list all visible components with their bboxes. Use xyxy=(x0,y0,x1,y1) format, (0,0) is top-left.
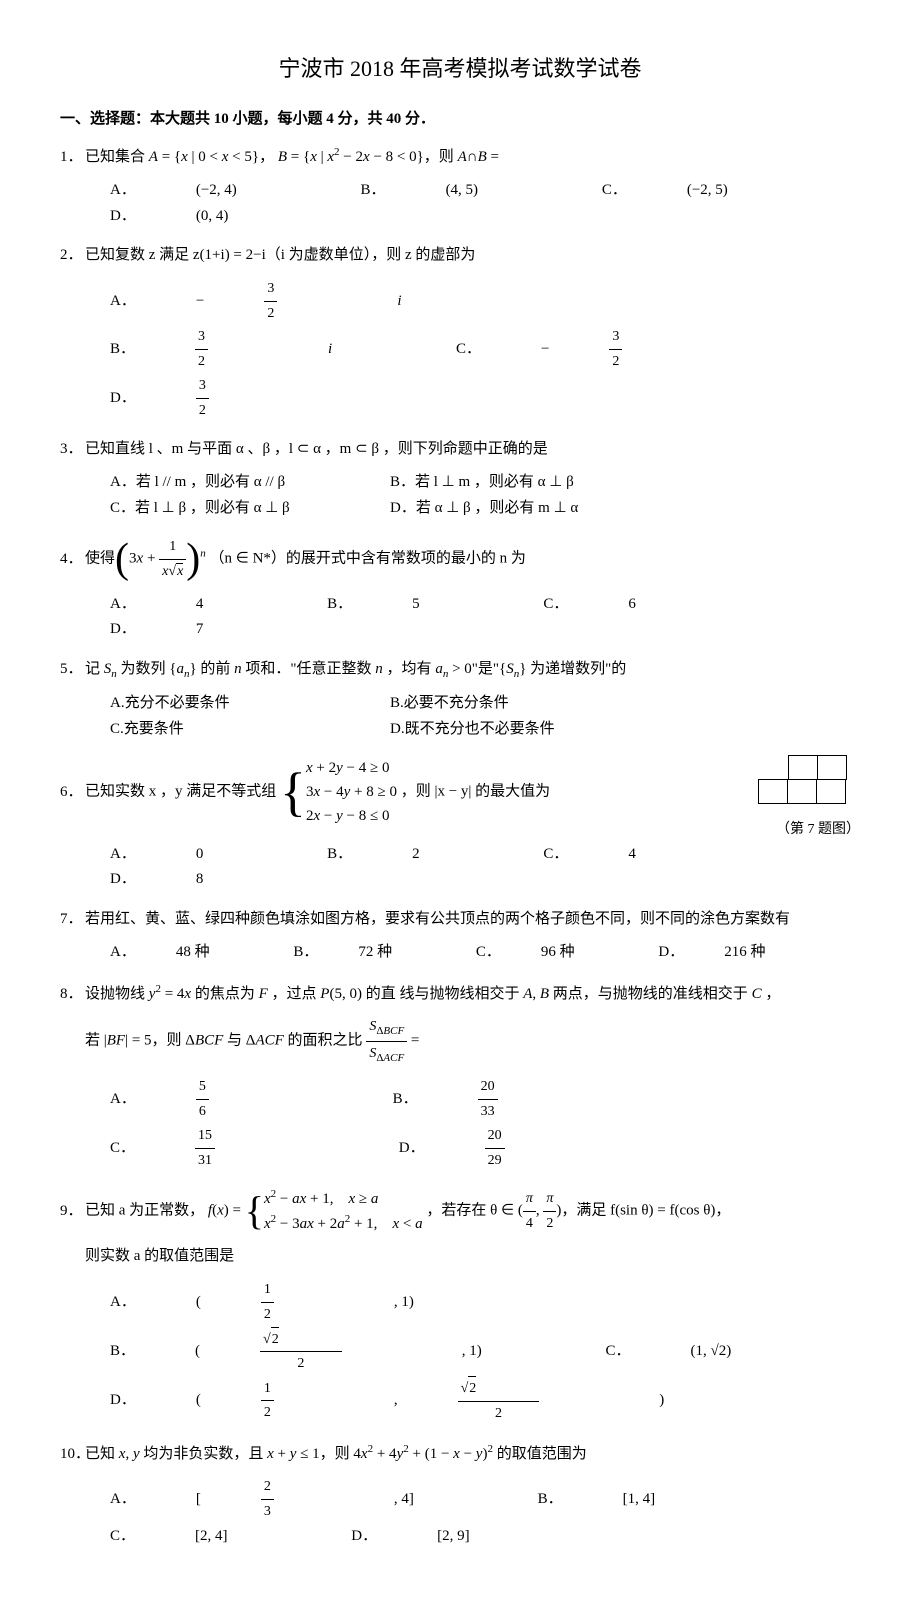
q10-opt-a: A．[23, 4] xyxy=(110,1475,474,1524)
question-2: 2．已知复数 z 满足 z(1+i) = 2−i（i 为虚数单位），则 z 的虚… xyxy=(60,243,860,422)
question-9: 9．已知 a 为正常数， f(x) = { x2 − ax + 1, x ≥ a… xyxy=(60,1186,860,1425)
q6-sys3: 2x − y − 8 ≤ 0 xyxy=(306,804,397,828)
question-6: 6．已知实数 x ，y 满足不等式组 { x + 2y − 4 ≥ 0 3x −… xyxy=(60,756,860,892)
q7-caption: （第 7 题图） xyxy=(776,818,860,842)
q6-opt-d: D．8 xyxy=(110,867,263,893)
q10-stem: 10．已知 x, y 均为非负实数，且 x + y ≤ 1，则 4x2 + 4y… xyxy=(60,1440,860,1468)
q8-stem2: 若 |BF| = 5，则 ΔBCF 与 ΔACF 的面积之比 SΔBCFSΔAC… xyxy=(60,1015,860,1067)
q1-num: 1． xyxy=(60,145,85,171)
q10-opt-d: D．[2, 9] xyxy=(351,1524,529,1550)
q9-opt-b: B．(√22, 1) xyxy=(110,1327,542,1377)
q9-stem2: 则实数 a 的取值范围是 xyxy=(60,1244,860,1270)
q10-options: A．[23, 4] B．[1, 4] C．[2, 4] D．[2, 9] xyxy=(60,1475,860,1549)
q8-opt-c: C．1531 xyxy=(110,1124,335,1173)
q4-opt-d: D．7 xyxy=(110,617,263,643)
q8-opt-a: A．56 xyxy=(110,1075,329,1124)
q6-opt-c: C．4 xyxy=(543,842,696,868)
q10-opt-c: C．[2, 4] xyxy=(110,1524,288,1550)
question-10: 10．已知 x, y 均为非负实数，且 x + y ≤ 1，则 4x2 + 4y… xyxy=(60,1440,860,1550)
question-3: 3．已知直线 l 、m 与平面 α 、β ，l ⊂ α ，m ⊂ β ，则下列命… xyxy=(60,437,860,522)
q7-stem: 7．若用红、黄、蓝、绿四种颜色填涂如图方格，要求有公共顶点的两个格子颜色不同，则… xyxy=(60,907,860,933)
question-5: 5．记 Sn 为数列 {an} 的前 n 项和．"任意正整数 n ，均有 an … xyxy=(60,657,860,743)
q5-opt-c: C.充要条件 xyxy=(110,717,390,743)
q1-opt-c: C．(−2, 5) xyxy=(602,178,788,204)
q5-opt-d: D.既不充分也不必要条件 xyxy=(390,717,670,743)
q4-opt-a: A．4 xyxy=(110,592,263,618)
q6-sys1: x + 2y − 4 ≥ 0 xyxy=(306,756,397,780)
q2-num: 2． xyxy=(60,243,85,269)
q3-opt-a: A．若 l // m ，则必有 α // β xyxy=(110,470,390,496)
q7-figure: （第 7 题图） xyxy=(776,756,860,841)
q3-opt-d: D．若 α ⊥ β ，则必有 m ⊥ α xyxy=(390,496,670,522)
q2-stem: 2．已知复数 z 满足 z(1+i) = 2−i（i 为虚数单位），则 z 的虚… xyxy=(60,243,860,269)
q5-opt-a: A.充分不必要条件 xyxy=(110,691,390,717)
q9-num: 9． xyxy=(60,1199,85,1225)
q4-options: A．4 B．5 C．6 D．7 xyxy=(60,592,860,643)
q3-num: 3． xyxy=(60,437,85,463)
q8-num: 8． xyxy=(60,982,85,1008)
q2-opt-d: D．32 xyxy=(110,374,329,423)
question-4: 4．使得(3x + 1x√x)n （n ∈ N*）的展开式中含有常数项的最小的 … xyxy=(60,535,860,643)
q1-opt-b: B．(4, 5) xyxy=(361,178,539,204)
q3-options: A．若 l // m ，则必有 α // β B．若 l ⊥ m ，则必有 α … xyxy=(60,470,860,521)
q5-stem: 5．记 Sn 为数列 {an} 的前 n 项和．"任意正整数 n ，均有 an … xyxy=(60,657,860,684)
q2-opt-a: A．−32i xyxy=(110,277,461,326)
q7-num: 7． xyxy=(60,907,85,933)
q1-options: A．(−2, 4) B．(4, 5) C．(−2, 5) D．(0, 4) xyxy=(60,178,860,229)
question-7: 7．若用红、黄、蓝、绿四种颜色填涂如图方格，要求有公共顶点的两个格子颜色不同，则… xyxy=(60,907,860,966)
q5-opt-b: B.必要不充分条件 xyxy=(390,691,670,717)
q2-opt-b: B．32i xyxy=(110,325,392,374)
q9-options: A．(12, 1) B．(√22, 1) C．(1, √2) D．(12, √2… xyxy=(60,1278,860,1426)
q4-opt-c: C．6 xyxy=(543,592,696,618)
q6-opt-b: B．2 xyxy=(327,842,480,868)
q6-num: 6． xyxy=(60,780,85,806)
question-8: 8．设抛物线 y2 = 4x 的焦点为 F ，过点 P(5, 0) 的直 线与抛… xyxy=(60,980,860,1173)
q6-opt-a: A．0 xyxy=(110,842,263,868)
q4-opt-b: B．5 xyxy=(327,592,480,618)
q3-opt-c: C．若 l ⊥ β ，则必有 α ⊥ β xyxy=(110,496,390,522)
q8-options: A．56 B．2033 C．1531 D．2029 xyxy=(60,1075,860,1172)
q9-opt-c: C．(1, √2) xyxy=(605,1339,791,1365)
q9-sys1: x2 − ax + 1, x ≥ a xyxy=(264,1186,423,1211)
q6-options: A．0 B．2 C．4 D．8 xyxy=(60,842,860,893)
q3-opt-b: B．若 l ⊥ m ，则必有 α ⊥ β xyxy=(390,470,670,496)
q9-stem: 9．已知 a 为正常数， f(x) = { x2 − ax + 1, x ≥ a… xyxy=(60,1186,860,1236)
q7-opt-b: B．72 种 xyxy=(293,940,432,966)
section-1-header: 一、选择题：本大题共 10 小题，每小题 4 分，共 40 分． xyxy=(60,107,860,133)
q2-options: A．−32i B．32i C．−32 D．32 xyxy=(60,277,860,423)
exam-title: 宁波市 2018 年高考模拟考试数学试卷 xyxy=(60,50,860,87)
q2-opt-c: C．−32 xyxy=(456,325,742,374)
q3-stem: 3．已知直线 l 、m 与平面 α 、β ，l ⊂ α ，m ⊂ β ，则下列命… xyxy=(60,437,860,463)
q8-opt-d: D．2029 xyxy=(399,1124,625,1173)
q9-opt-a: A．(12, 1) xyxy=(110,1278,474,1327)
q10-opt-b: B．[1, 4] xyxy=(538,1487,716,1513)
q8-opt-b: B．2033 xyxy=(393,1075,618,1124)
q6-stem: 6．已知实数 x ，y 满足不等式组 { x + 2y − 4 ≥ 0 3x −… xyxy=(60,756,550,828)
q7-opt-a: A．48 种 xyxy=(110,940,250,966)
q4-stem: 4．使得(3x + 1x√x)n （n ∈ N*）的展开式中含有常数项的最小的 … xyxy=(60,535,860,584)
q6-sys2: 3x − 4y + 8 ≥ 0 xyxy=(306,780,397,804)
q5-num: 5． xyxy=(60,657,85,683)
q9-opt-d: D．(12, √22) xyxy=(110,1376,724,1426)
q8-stem: 8．设抛物线 y2 = 4x 的焦点为 F ，过点 P(5, 0) 的直 线与抛… xyxy=(60,980,860,1008)
question-1: 1．已知集合 A = {x | 0 < x < 5}， B = {x | x2 … xyxy=(60,143,860,230)
q5-options: A.充分不必要条件 B.必要不充分条件 C.充要条件 D.既不充分也不必要条件 xyxy=(60,691,860,742)
q1-stem: 1．已知集合 A = {x | 0 < x < 5}， B = {x | x2 … xyxy=(60,143,860,171)
q7-opt-d: D．216 种 xyxy=(658,940,805,966)
q1-opt-a: A．(−2, 4) xyxy=(110,178,297,204)
q9-sys2: x2 − 3ax + 2a2 + 1, x < a xyxy=(264,1211,423,1236)
q7-opt-c: C．96 种 xyxy=(476,940,615,966)
q7-options: A．48 种 B．72 种 C．96 种 D．216 种 xyxy=(60,940,860,966)
q10-num: 10． xyxy=(60,1442,85,1468)
q4-num: 4． xyxy=(60,547,85,573)
q1-opt-d: D．(0, 4) xyxy=(110,204,288,230)
